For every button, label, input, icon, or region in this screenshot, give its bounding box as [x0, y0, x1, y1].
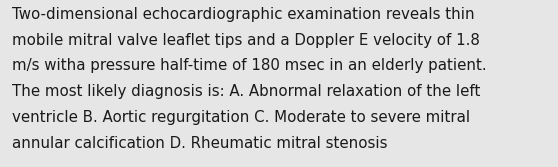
Text: The most likely diagnosis is: A. Abnormal relaxation of the left: The most likely diagnosis is: A. Abnorma…: [12, 84, 480, 99]
Text: ventricle B. Aortic regurgitation C. Moderate to severe mitral: ventricle B. Aortic regurgitation C. Mod…: [12, 110, 470, 125]
Text: Two-dimensional echocardiographic examination reveals thin: Two-dimensional echocardiographic examin…: [12, 7, 475, 22]
Text: annular calcification D. Rheumatic mitral stenosis: annular calcification D. Rheumatic mitra…: [12, 136, 388, 151]
Text: m/s witha pressure half-time of 180 msec in an elderly patient.: m/s witha pressure half-time of 180 msec…: [12, 58, 487, 73]
Text: mobile mitral valve leaflet tips and a Doppler E velocity of 1.8: mobile mitral valve leaflet tips and a D…: [12, 33, 480, 48]
